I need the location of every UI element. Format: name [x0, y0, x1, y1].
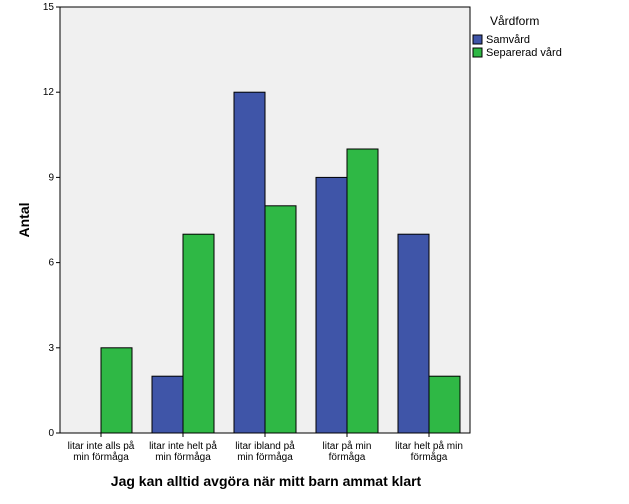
- x-axis: litar inte alls på min förmåga litar inte …: [68, 433, 463, 463]
- bar-samvard: [315, 176, 348, 434]
- x-tick-label: litar på min förmåga: [323, 440, 372, 463]
- legend-swatch: [472, 34, 483, 45]
- bar-samvard: [151, 375, 184, 434]
- bar-separerad-vard: [182, 233, 215, 434]
- legend-swatch: [472, 47, 483, 58]
- x-tick-label: litar helt på min förmåga: [395, 440, 463, 463]
- legend-title: Vårdform: [490, 14, 539, 28]
- y-tick-label: 9: [48, 172, 54, 183]
- bar-separerad-vard: [428, 375, 461, 434]
- y-tick-label: 0: [48, 428, 54, 439]
- bar-separerad-vard: [264, 205, 297, 434]
- bar-samvard: [233, 91, 266, 434]
- bar-separerad-vard: [346, 148, 379, 434]
- legend-label: Separerad vård: [486, 47, 562, 59]
- y-axis: 0 3 6 9 12 15: [43, 2, 60, 439]
- y-tick-label: 12: [43, 87, 55, 98]
- bar-samvard: [397, 233, 430, 434]
- y-tick-label: 6: [48, 258, 54, 269]
- y-tick-label: 3: [48, 343, 54, 354]
- x-axis-title: Jag kan alltid avgöra när mitt barn amma…: [111, 473, 422, 489]
- x-tick-label: litar inte alls på min förmåga: [68, 440, 135, 463]
- y-tick-label: 15: [43, 2, 55, 13]
- bar-separerad-vard: [100, 347, 133, 434]
- y-axis-title: Antal: [16, 203, 32, 238]
- bars-group: [100, 91, 461, 434]
- x-tick-label: litar ibland på min förmåga: [235, 440, 295, 463]
- x-tick-label: litar inte helt på min förmåga: [149, 440, 217, 463]
- legend-label: Samvård: [486, 34, 530, 46]
